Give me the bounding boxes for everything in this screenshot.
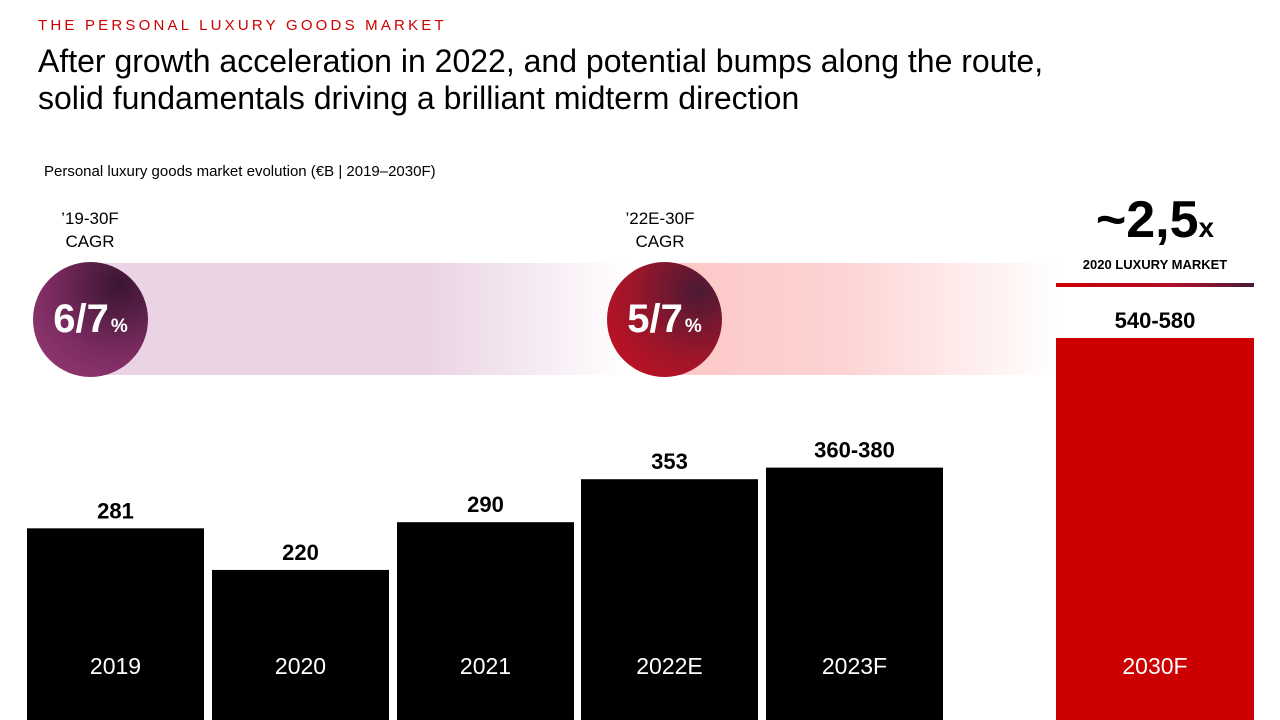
bar-category-label-2030f: 2030F [1122, 653, 1187, 679]
cagr-period-1: ’19-30F [61, 209, 119, 228]
cagr-label-1: ’19-30F CAGR [30, 207, 150, 253]
bar-category-label-2022e: 2022E [636, 653, 703, 679]
cagr-unit-1: % [110, 315, 128, 337]
bar-2020 [212, 569, 389, 720]
bar-category-label-2023f: 2023F [822, 653, 887, 679]
bar-2021 [397, 522, 574, 720]
chart-title: Personal luxury goods market evolution (… [44, 163, 436, 180]
cagr-band-1 [90, 263, 630, 375]
cagr-unit-2: % [684, 315, 702, 337]
bar-value-label-2023f: 360-380 [814, 438, 895, 463]
cagr-period-2: ’22E-30F [625, 209, 695, 228]
bar-value-label-2021: 290 [467, 492, 504, 517]
cagr-value-1: 6/7 [53, 297, 109, 341]
slide-title: After growth acceleration in 2022, and p… [38, 43, 1238, 117]
multiplier-rule [1056, 283, 1254, 287]
cagr-circle-2: 5/7% [607, 262, 722, 377]
bar-category-label-2019: 2019 [90, 653, 141, 679]
title-line-2: solid fundamentals driving a brilliant m… [38, 80, 800, 116]
bar-category-label-2020: 2020 [275, 653, 326, 679]
cagr-value-2: 5/7 [627, 297, 683, 341]
bar-2030f [1056, 338, 1254, 720]
multiplier-suffix: x [1198, 212, 1215, 243]
bar-2022e [581, 479, 758, 720]
bar-2023f [766, 467, 943, 720]
title-line-1: After growth acceleration in 2022, and p… [38, 43, 1044, 79]
cagr-label-2: ’22E-30F CAGR [600, 207, 720, 253]
section-kicker: THE PERSONAL LUXURY GOODS MARKET [38, 17, 447, 34]
multiplier-value: ~2,5 [1095, 191, 1199, 249]
market-multiplier: ~2,5x [1056, 192, 1254, 256]
bar-2019 [27, 528, 204, 720]
cagr-band-2 [664, 263, 1059, 375]
bar-value-label-2030f: 540-580 [1115, 308, 1196, 333]
cagr-caption-1: CAGR [65, 232, 115, 251]
bar-value-label-2019: 281 [97, 498, 134, 523]
bar-category-label-2021: 2021 [460, 653, 511, 679]
bar-value-label-2020: 220 [282, 540, 319, 565]
cagr-caption-2: CAGR [635, 232, 685, 251]
cagr-circle-1: 6/7% [33, 262, 148, 377]
multiplier-caption: 2020 LUXURY MARKET [1082, 257, 1228, 272]
bar-value-label-2022e: 353 [651, 449, 688, 474]
